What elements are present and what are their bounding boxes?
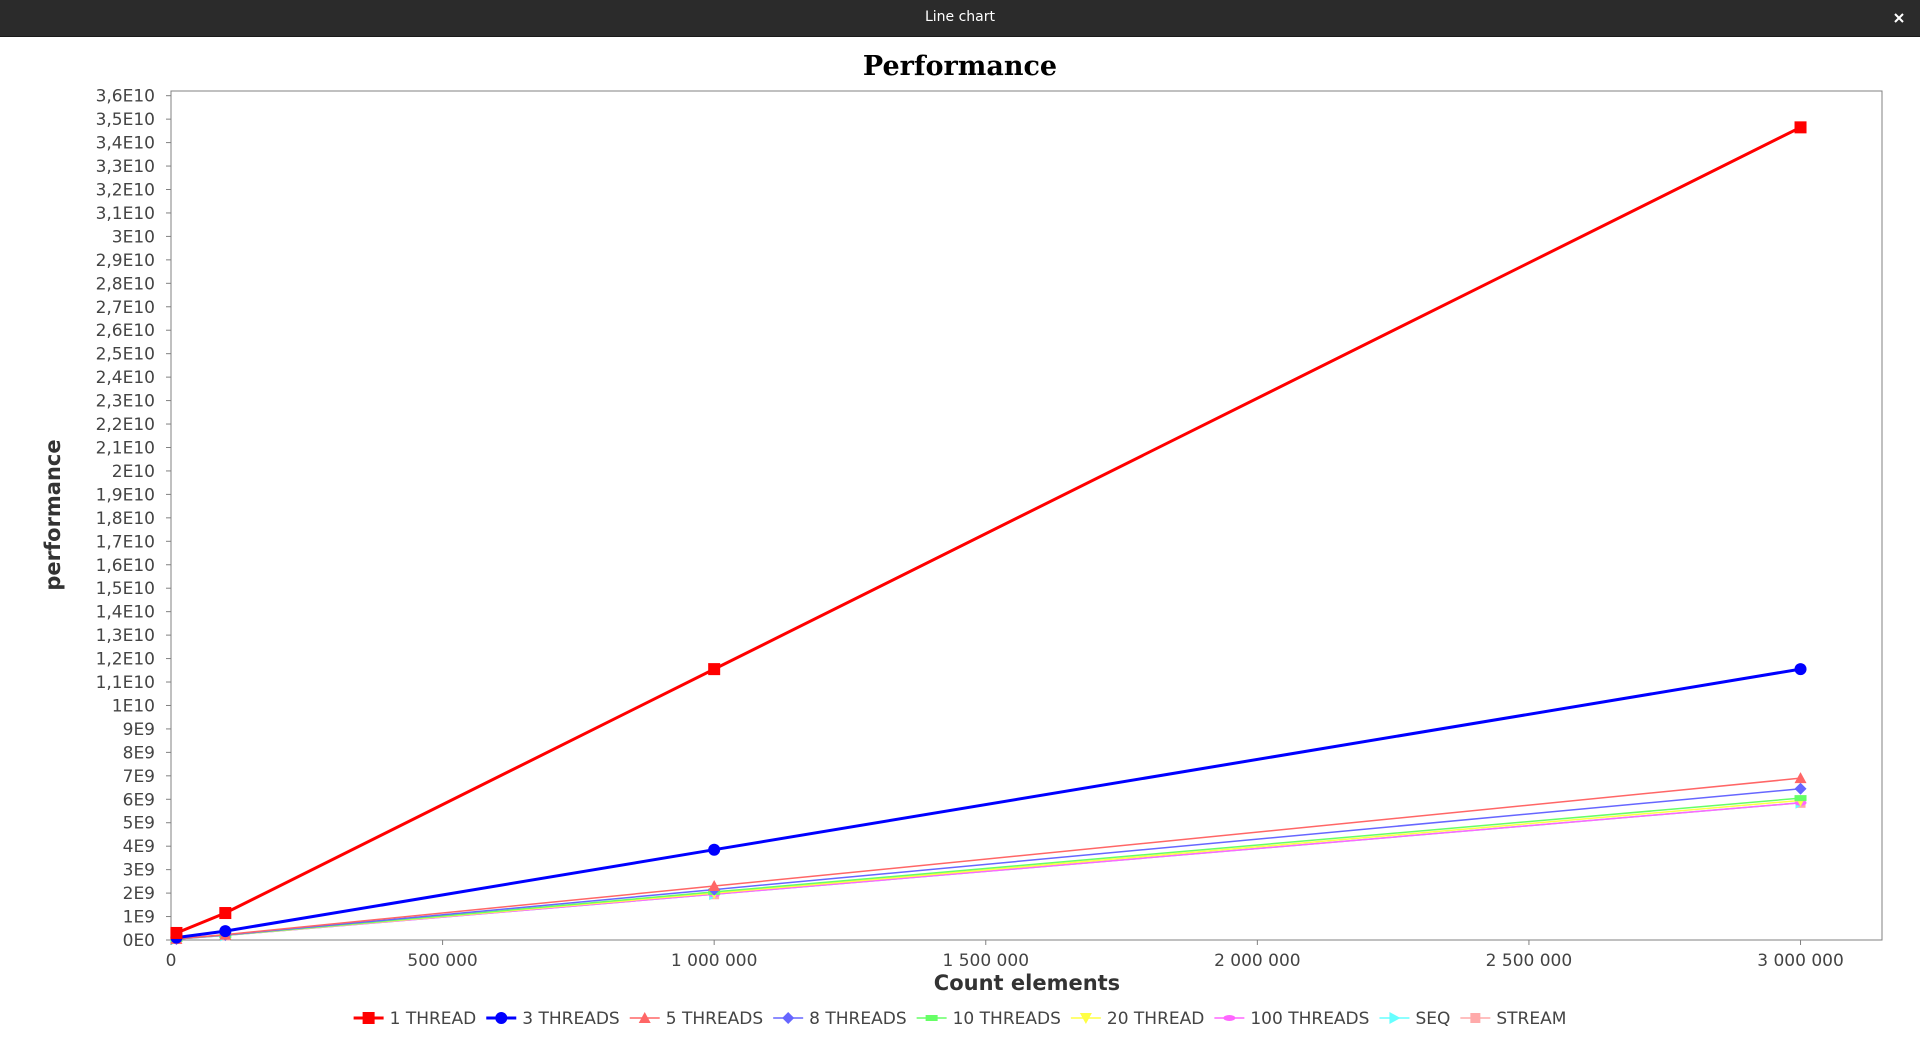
legend-swatch-marker — [782, 1012, 795, 1024]
data-point — [1794, 782, 1807, 795]
legend: 1 THREAD 3 THREADS 5 THREADS 8 THREADS 10 TH… — [353, 1009, 1566, 1029]
legend-item: SEQ — [1379, 1009, 1450, 1029]
y-tick-label: 3,1E10 — [96, 204, 155, 224]
data-point — [1794, 663, 1807, 676]
y-tick-label: 2,7E10 — [96, 298, 155, 318]
data-point — [1794, 795, 1807, 802]
x-axis: 0 500 000 1 000 000 1 500 000 2 000 000 2 500… — [166, 940, 1844, 971]
y-tick-label: 2E9 — [123, 884, 155, 904]
data-point — [219, 907, 232, 920]
y-tick-label: 6E9 — [123, 790, 155, 810]
chart-title: Performance — [863, 51, 1057, 82]
legend-item: 8 THREADS — [773, 1009, 907, 1029]
legend-label: 20 THREAD — [1107, 1009, 1204, 1029]
y-tick-label: 2,1E10 — [96, 438, 155, 458]
legend-item: 20 THREAD — [1070, 1009, 1204, 1029]
legend-label: 5 THREADS — [666, 1009, 763, 1029]
x-tick-label: 2 000 000 — [1214, 951, 1301, 971]
legend-swatch-marker — [1079, 1013, 1092, 1024]
y-axis: 0E0 1E9 2E9 3E9 4E9 5E9 6E9 7E9 8E9 9E9 1E10 1,1E10… — [96, 87, 171, 951]
y-tick-label: 1,9E10 — [96, 485, 155, 505]
y-tick-label: 5E9 — [123, 814, 155, 834]
data-point — [708, 880, 721, 892]
y-tick-label: 1,7E10 — [96, 532, 155, 552]
window-title: Line chart — [924, 9, 996, 25]
y-tick-label: 2E10 — [112, 462, 155, 482]
legend-item: 5 THREADS — [629, 1009, 763, 1029]
legend-label: 8 THREADS — [809, 1009, 906, 1029]
x-tick-label: 3 000 000 — [1757, 951, 1844, 971]
x-tick-label: 2 500 000 — [1486, 951, 1573, 971]
y-tick-label: 2,4E10 — [96, 368, 155, 388]
y-tick-label: 2,8E10 — [96, 274, 155, 294]
y-axis-title: performance — [41, 439, 65, 590]
y-tick-label: 3,4E10 — [96, 134, 155, 154]
legend-swatch-marker — [362, 1012, 375, 1024]
series-line — [176, 667, 1801, 940]
legend-item: STREAM — [1460, 1009, 1566, 1029]
legend-label: 3 THREADS — [522, 1009, 619, 1029]
y-tick-label: 1E9 — [123, 908, 155, 928]
line-chart: Performance 0E0 1E9 2E9 3E9 4E9 5E9 6E9 7E9 8E9 9… — [41, 51, 1883, 1029]
y-tick-label: 1,3E10 — [96, 626, 155, 646]
y-tick-label: 3E9 — [123, 861, 155, 881]
legend-swatch-marker — [638, 1012, 651, 1023]
x-tick-label: 1 000 000 — [671, 951, 758, 971]
legend-item: 100 THREADS — [1214, 1009, 1369, 1029]
y-tick-label: 3,5E10 — [96, 110, 155, 130]
legend-label: 100 THREADS — [1250, 1009, 1369, 1029]
legend-swatch-marker — [1389, 1012, 1401, 1024]
x-axis-title: Count elements — [934, 971, 1120, 995]
series-1-thread — [170, 121, 1807, 939]
legend-item: 3 THREADS — [486, 1009, 620, 1029]
legend-swatch-marker — [1470, 1013, 1481, 1023]
data-point — [708, 663, 721, 676]
y-tick-label: 1,1E10 — [96, 673, 155, 693]
legend-swatch-marker — [925, 1015, 938, 1021]
data-point — [708, 843, 721, 856]
data-point — [1794, 772, 1807, 784]
close-icon[interactable] — [1888, 7, 1910, 29]
y-tick-label: 9E9 — [123, 720, 155, 740]
y-tick-label: 3,3E10 — [96, 157, 155, 177]
legend-label: STREAM — [1496, 1009, 1566, 1029]
y-tick-label: 1,8E10 — [96, 509, 155, 529]
y-tick-label: 3,6E10 — [96, 87, 155, 107]
y-tick-label: 2,9E10 — [96, 251, 155, 271]
x-tick-label: 0 — [166, 951, 177, 971]
legend-item: 10 THREADS — [916, 1009, 1061, 1029]
y-tick-label: 2,3E10 — [96, 392, 155, 412]
y-tick-label: 4E9 — [123, 837, 155, 857]
legend-swatch-marker — [1223, 1015, 1236, 1021]
y-tick-label: 3,2E10 — [96, 181, 155, 201]
series-line — [175, 126, 1802, 935]
y-tick-label: 1,4E10 — [96, 603, 155, 623]
series-3-threads — [170, 663, 1807, 944]
y-tick-label: 1,2E10 — [96, 650, 155, 670]
series-line — [176, 777, 1801, 940]
data-point — [219, 925, 232, 938]
legend-label: 1 THREAD — [390, 1009, 477, 1029]
series-layer — [170, 121, 1807, 946]
legend-label: 10 THREADS — [953, 1009, 1061, 1029]
y-tick-label: 2,5E10 — [96, 345, 155, 365]
y-tick-label: 8E9 — [123, 743, 155, 763]
legend-label: SEQ — [1415, 1009, 1450, 1029]
x-tick-label: 500 000 — [407, 951, 477, 971]
legend-item: 1 THREAD — [353, 1009, 477, 1029]
y-tick-label: 1E10 — [112, 696, 155, 716]
data-point — [1794, 121, 1807, 134]
window-titlebar: Line chart — [0, 0, 1920, 37]
legend-swatch-marker — [495, 1012, 508, 1024]
y-tick-label: 0E0 — [123, 931, 155, 951]
y-tick-label: 7E9 — [123, 767, 155, 787]
y-tick-label: 1,5E10 — [96, 579, 155, 599]
y-tick-label: 3E10 — [112, 227, 155, 247]
y-tick-label: 1,6E10 — [96, 556, 155, 576]
y-tick-label: 2,2E10 — [96, 415, 155, 435]
y-tick-label: 2,6E10 — [96, 321, 155, 341]
data-point — [170, 926, 183, 939]
x-tick-label: 1 500 000 — [942, 951, 1029, 971]
